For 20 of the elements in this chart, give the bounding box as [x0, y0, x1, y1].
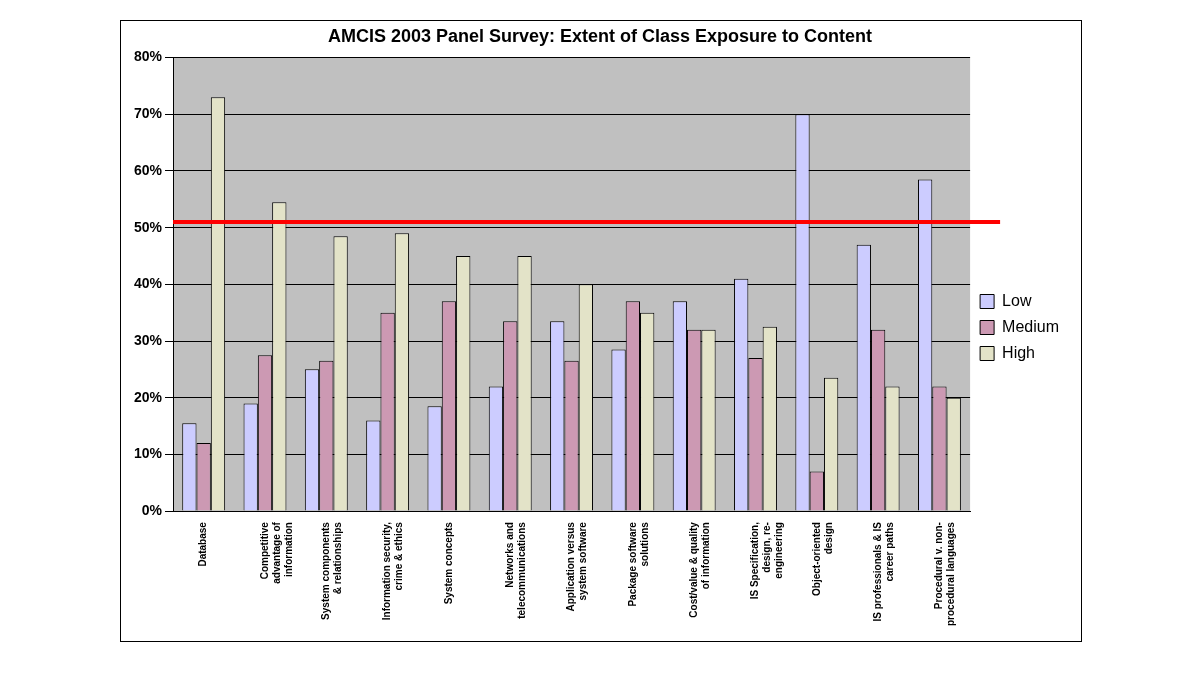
legend-label: High	[1002, 343, 1035, 361]
x-tick-label: Package software solutions	[626, 521, 650, 607]
legend-label: Low	[1002, 291, 1032, 309]
chart-title: AMCIS 2003 Panel Survey: Extent of Class Exposure to Content	[327, 25, 873, 46]
y-tick-label: 20%	[133, 388, 163, 405]
x-tick-label: Networks and telecommunications	[503, 521, 527, 619]
y-tick-label: 70%	[133, 105, 163, 122]
x-tick-label: Object-oriented design	[810, 522, 834, 596]
y-tick-label: 50%	[133, 218, 163, 235]
y-tick-label: 30%	[133, 331, 163, 348]
x-tick-label: Database	[197, 521, 209, 567]
x-tick-label: Information security, crime & ethics	[381, 521, 405, 621]
x-tick-label: Competitive advantage of information	[258, 521, 294, 584]
y-tick-label: 40%	[133, 275, 163, 292]
y-tick-label: 60%	[133, 161, 163, 178]
y-tick-label: 80%	[133, 48, 163, 65]
legend-label: Medium	[1002, 317, 1059, 335]
y-tick-label: 10%	[133, 445, 163, 462]
x-tick-label: System concepts	[442, 521, 454, 605]
y-tick-label: 0%	[141, 501, 163, 518]
